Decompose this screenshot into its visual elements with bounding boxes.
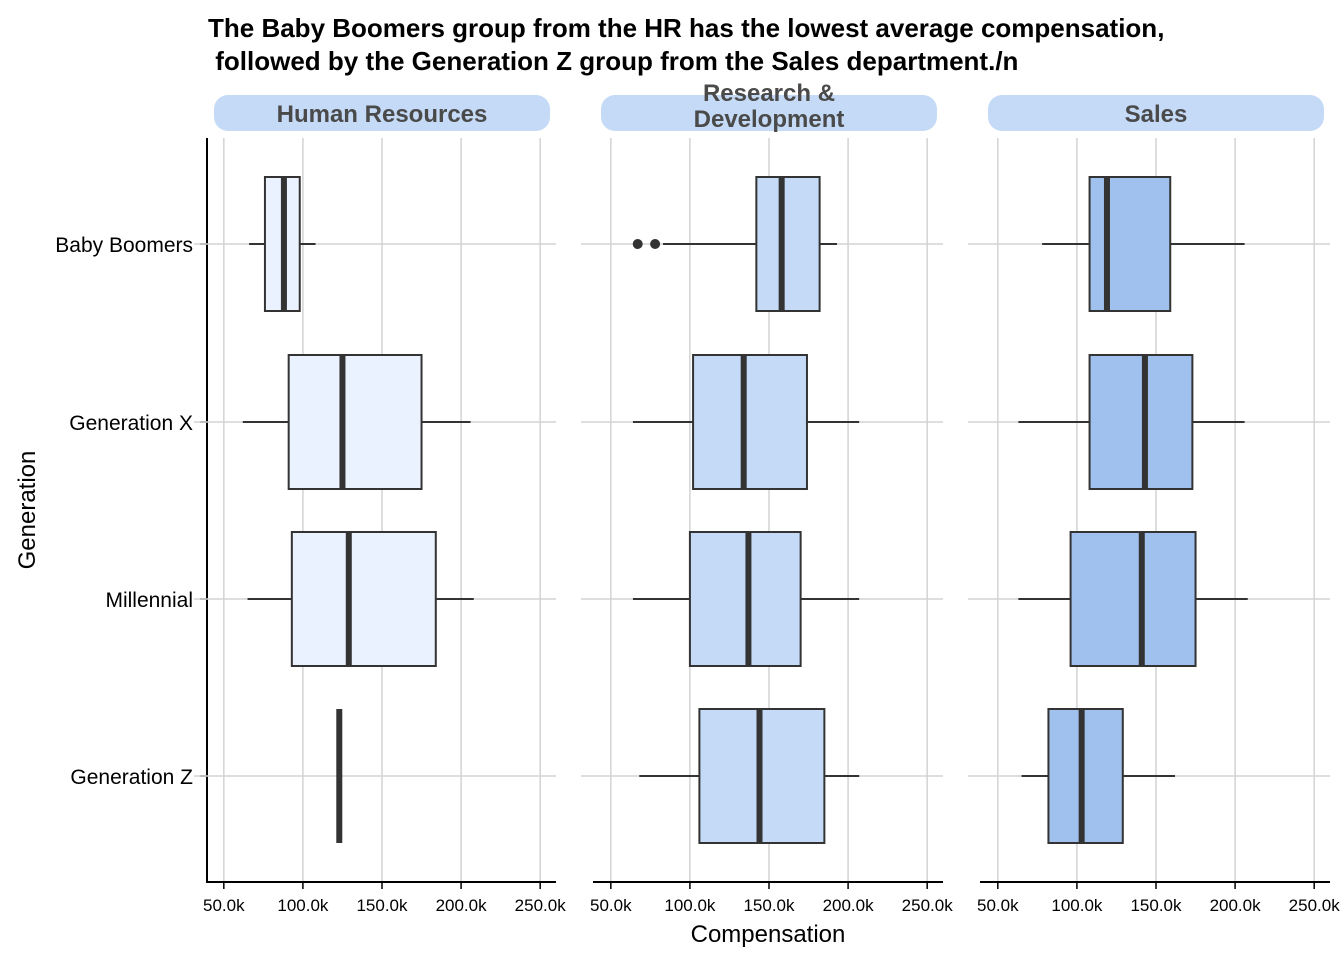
chart-title-line-2: followed by the Generation Z group from … xyxy=(208,46,1018,76)
box-iqr xyxy=(1069,531,1197,667)
box-generation-x xyxy=(242,354,471,490)
facet-strip-label: Sales xyxy=(1125,101,1188,128)
x-tick-label: 250.0k xyxy=(1289,896,1341,915)
x-tick-label: 100.0k xyxy=(277,896,329,915)
box-iqr xyxy=(290,531,437,667)
box-millennial xyxy=(247,531,474,667)
x-tick-label: 100.0k xyxy=(664,896,716,915)
x-tick-label: 100.0k xyxy=(1051,896,1103,915)
x-tick-label: 150.0k xyxy=(356,896,408,915)
box-iqr xyxy=(287,354,423,490)
x-tick-label: 150.0k xyxy=(1130,896,1182,915)
box-iqr xyxy=(1088,354,1194,490)
outlier-point xyxy=(650,239,661,249)
y-tick-label: Generation Z xyxy=(70,766,193,789)
facet-strip xyxy=(601,95,937,131)
y-axis: Baby Boomers Generation X Millennial Genera… xyxy=(55,138,208,882)
box-iqr xyxy=(688,531,802,667)
facet-strip-label: Development xyxy=(694,106,845,133)
x-tick-label: 200.0k xyxy=(436,896,488,915)
box-millennial xyxy=(1018,531,1248,667)
box-baby-boomers xyxy=(632,176,838,312)
box-iqr xyxy=(755,176,821,312)
x-tick-label: 200.0k xyxy=(1210,896,1262,915)
facet-strip xyxy=(214,95,550,131)
outlier-point xyxy=(632,239,643,249)
x-tick-label: 200.0k xyxy=(823,896,875,915)
box-millennial xyxy=(632,531,860,667)
x-tick-label: 50.0k xyxy=(977,896,1019,915)
facet-panel: Sales 50.0k 100.0k 150.0k 200.0k 250.0k xyxy=(968,95,1340,915)
x-tick-label: 250.0k xyxy=(902,896,954,915)
box-generation-z xyxy=(1021,708,1175,844)
box-generation-x xyxy=(632,354,860,490)
box-iqr xyxy=(692,354,808,490)
x-tick-label: 50.0k xyxy=(590,896,632,915)
x-tick-label: 250.0k xyxy=(515,896,567,915)
chart-title-line-1: The Baby Boomers group from the HR has t… xyxy=(208,13,1164,43)
y-axis-label: Generation xyxy=(14,451,41,570)
facet-panel: Research &Development 50.0k 100.0k 150.0k 20… xyxy=(581,80,953,915)
box-iqr xyxy=(1088,176,1172,312)
y-tick-label: Millennial xyxy=(105,589,193,612)
y-tick-label: Generation X xyxy=(69,412,193,435)
x-axis-label: Compensation xyxy=(691,921,846,948)
facet-strip-label: Human Resources xyxy=(277,101,488,128)
box-baby-boomers xyxy=(249,176,316,312)
box-generation-x xyxy=(1018,354,1245,490)
facet-strip-label: Research & xyxy=(703,80,835,107)
x-tick-label: 50.0k xyxy=(203,896,245,915)
x-tick-label: 150.0k xyxy=(743,896,795,915)
facet-strip xyxy=(988,95,1324,131)
y-tick-label: Baby Boomers xyxy=(55,234,193,257)
facet-panel: Human Resources 50.0k 100.0k 150.0k 200.0k 25… xyxy=(194,95,566,915)
box-generation-z xyxy=(639,708,860,844)
box-iqr xyxy=(1047,708,1124,844)
facets: Human Resources 50.0k 100.0k 150.0k 200.0k 25… xyxy=(194,80,1340,915)
box-baby-boomers xyxy=(1042,176,1245,312)
